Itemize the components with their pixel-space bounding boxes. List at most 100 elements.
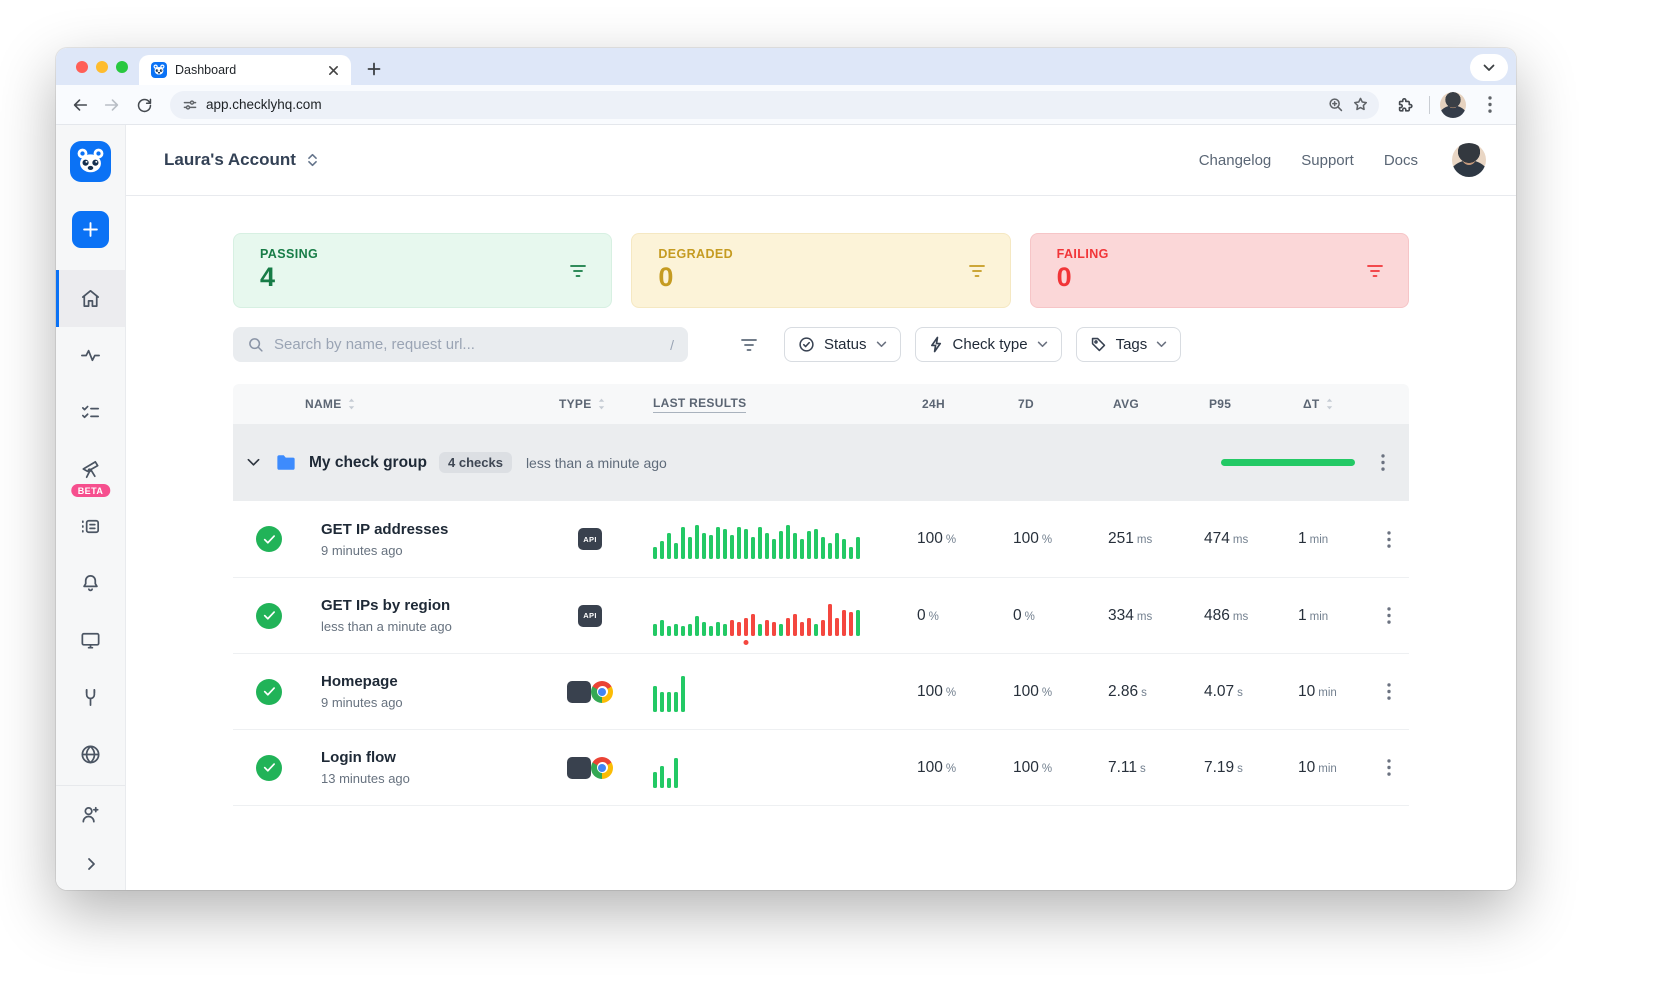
passing-check-icon xyxy=(256,526,282,552)
passing-card[interactable]: PASSING 4 xyxy=(233,233,613,308)
check-row-get-ips-by-region[interactable]: GET IPs by region less than a minute ago… xyxy=(233,577,1409,653)
results-sparkline[interactable] xyxy=(653,672,903,712)
passing-check-icon xyxy=(256,602,282,629)
close-window-button[interactable] xyxy=(76,61,88,73)
metric-7d: 100% xyxy=(1013,530,1053,547)
back-icon[interactable] xyxy=(66,91,94,119)
column-header-avg: AVG xyxy=(1113,397,1140,411)
fullscreen-window-button[interactable] xyxy=(116,61,128,73)
extensions-puzzle-icon[interactable] xyxy=(1391,91,1419,119)
sidebar-expand-chevron-icon[interactable] xyxy=(56,843,125,884)
sidebar-item-alerts[interactable] xyxy=(56,555,125,612)
search-box[interactable]: / xyxy=(233,327,688,362)
group-name: My check group xyxy=(309,453,427,471)
row-kebab-menu-icon[interactable] xyxy=(1383,679,1395,704)
check-name: GET IP addresses xyxy=(321,520,449,538)
metric-p95: 4.07 s xyxy=(1204,682,1243,700)
browser-window: Dashboard app.checklyhq.com xyxy=(56,48,1516,890)
degraded-filter-icon[interactable] xyxy=(968,264,986,278)
column-header-delta-t[interactable]: ΔT xyxy=(1284,397,1369,411)
tab-strip: Dashboard xyxy=(56,48,1516,85)
docs-link[interactable]: Docs xyxy=(1383,151,1418,169)
results-sparkline[interactable] xyxy=(653,519,903,559)
account-switcher[interactable]: Laura's Account xyxy=(164,150,319,170)
sidebar-item-activity[interactable] xyxy=(56,327,125,384)
check-type-filter-label: Check type xyxy=(952,336,1028,353)
user-avatar[interactable] xyxy=(1452,143,1486,177)
results-sparkline[interactable] xyxy=(653,748,903,788)
create-new-button[interactable] xyxy=(72,211,109,248)
degraded-count: 0 xyxy=(658,262,674,292)
passing-check-icon xyxy=(256,754,282,781)
row-kebab-menu-icon[interactable] xyxy=(1383,527,1395,552)
column-header-type[interactable]: TYPE xyxy=(545,397,635,411)
check-row-get-ip-addresses[interactable]: GET IP addresses 9 minutes ago API 100% … xyxy=(233,501,1409,577)
results-sparkline[interactable] xyxy=(653,596,903,636)
app-header: Laura's Account Changelog Support Docs xyxy=(126,125,1516,196)
failing-card[interactable]: FAILING 0 xyxy=(1029,233,1409,308)
checkly-logo[interactable] xyxy=(70,141,111,182)
sidebar-item-explore-beta[interactable]: BETA xyxy=(56,441,125,498)
degraded-card[interactable]: DEGRADED 0 xyxy=(631,233,1011,308)
row-kebab-menu-icon[interactable] xyxy=(1383,755,1395,780)
table-header: NAME TYPE LAST RESULTS 24H 7D AVG xyxy=(233,384,1409,424)
browser-profile-avatar[interactable] xyxy=(1440,91,1466,118)
account-selector-chevrons-icon xyxy=(306,152,319,168)
check-name: Login flow xyxy=(321,749,396,766)
sidebar-item-maintenance[interactable] xyxy=(56,669,125,726)
forward-icon[interactable] xyxy=(98,91,126,119)
zoom-icon[interactable] xyxy=(1327,96,1344,113)
group-kebab-menu-icon[interactable] xyxy=(1377,450,1389,475)
changelog-link[interactable]: Changelog xyxy=(1198,151,1272,169)
metric-24h: 100% xyxy=(917,530,957,547)
browser-menu-kebab-icon[interactable] xyxy=(1476,91,1504,119)
checkly-favicon-icon xyxy=(151,62,167,78)
column-header-name[interactable]: NAME xyxy=(305,397,545,411)
sort-icon[interactable] xyxy=(1325,397,1334,411)
tab-search-chevron-icon[interactable] xyxy=(1470,54,1508,81)
check-name: GET IPs by region xyxy=(321,597,451,614)
metric-24h: 0% xyxy=(917,606,939,624)
sidebar-item-runtimes[interactable] xyxy=(56,498,125,555)
minimize-window-button[interactable] xyxy=(96,61,108,73)
metric-delta-t: 10 min xyxy=(1298,682,1337,700)
metric-delta-t: 10 min xyxy=(1298,758,1337,776)
browser-tab-dashboard[interactable]: Dashboard xyxy=(139,55,351,85)
chrome-icon xyxy=(591,756,613,779)
sidebar-item-dashboards[interactable] xyxy=(56,612,125,669)
sort-icon[interactable] xyxy=(597,397,606,411)
sidebar-item-checks[interactable] xyxy=(56,384,125,441)
sidebar-item-private-locations[interactable] xyxy=(56,726,125,783)
sidebar-item-home[interactable] xyxy=(56,270,125,327)
search-input[interactable] xyxy=(274,336,661,353)
check-name: Homepage xyxy=(321,673,398,690)
new-tab-icon[interactable] xyxy=(365,60,383,78)
sidebar-item-invite-user[interactable] xyxy=(56,786,125,843)
failing-filter-icon[interactable] xyxy=(1366,264,1384,278)
metric-7d: 100% xyxy=(1013,682,1053,700)
check-row-homepage[interactable]: Homepage 9 minutes ago 100% 100% 2.86 s xyxy=(233,653,1409,729)
support-link[interactable]: Support xyxy=(1301,151,1354,169)
site-settings-icon[interactable] xyxy=(182,97,198,113)
tags-filter-button[interactable]: Tags xyxy=(1075,327,1182,362)
check-row-login-flow[interactable]: Login flow 13 minutes ago 100% 100% 7.11… xyxy=(233,729,1409,805)
check-type-filter-button[interactable]: Check type xyxy=(914,327,1062,362)
passing-filter-icon[interactable] xyxy=(569,264,587,278)
passing-count: 4 xyxy=(260,262,276,292)
passing-label: PASSING xyxy=(260,247,319,261)
address-bar[interactable]: app.checklyhq.com xyxy=(170,90,1379,119)
reload-icon[interactable] xyxy=(130,91,158,119)
chrome-icon xyxy=(591,680,613,703)
api-type-badge xyxy=(567,756,591,779)
check-group-row[interactable]: My check group 4 checks less than a minu… xyxy=(233,424,1409,501)
tab-close-icon[interactable] xyxy=(326,63,341,78)
group-collapse-chevron-icon[interactable] xyxy=(247,458,260,467)
status-filter-button[interactable]: Status xyxy=(784,327,901,362)
row-kebab-menu-icon[interactable] xyxy=(1383,603,1395,628)
check-updated-text: 9 minutes ago xyxy=(321,695,403,710)
window-controls xyxy=(76,61,128,73)
table-filter-icon[interactable] xyxy=(740,338,758,352)
bookmark-star-icon[interactable] xyxy=(1352,96,1369,113)
sort-icon[interactable] xyxy=(347,397,356,411)
api-type-badge xyxy=(567,680,591,703)
